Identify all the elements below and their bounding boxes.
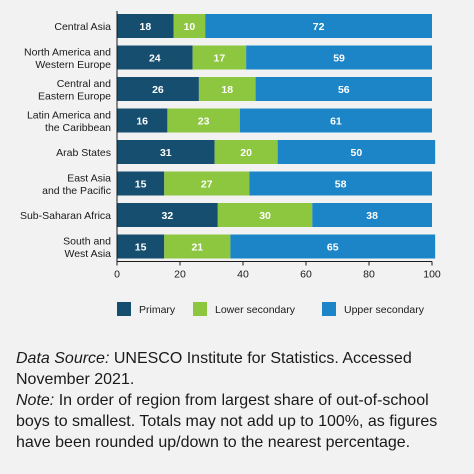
bar-value-label: 17 [214, 53, 226, 65]
bar-segment [214, 140, 278, 164]
bar-value-label: 58 [335, 179, 347, 191]
bar-value-label: 31 [160, 147, 172, 159]
bar-value-label: 72 [313, 21, 325, 33]
x-tick-label: 20 [174, 269, 186, 281]
chart-notes: Data Source: UNESCO Institute for Statis… [16, 348, 466, 453]
bar-segment [117, 108, 168, 133]
bar-segment [164, 234, 231, 259]
bar-segment [205, 14, 432, 38]
bar-value-label: 26 [152, 84, 164, 96]
category-label: Sub-Saharan Africa [20, 210, 111, 222]
bar-value-label: 16 [136, 116, 148, 128]
bar-segment [173, 14, 206, 38]
bar-segment [117, 234, 165, 259]
data-source-label: Data Source: [16, 350, 110, 367]
legend-label: Upper secondary [344, 304, 425, 316]
bar-value-label: 50 [351, 147, 363, 159]
bar-value-label: 24 [149, 53, 161, 65]
bar-segment [117, 140, 215, 164]
bar-segment [117, 77, 199, 101]
bar-segment [277, 140, 436, 164]
bar-value-label: 65 [327, 242, 339, 254]
x-tick-label: 80 [363, 269, 375, 281]
bar-value-label: 15 [135, 242, 147, 254]
category-label: North America and Western Europe [24, 46, 111, 71]
bar-segment [167, 108, 240, 133]
category-label: Latin America and the Caribbean [27, 109, 111, 134]
bar-segment [255, 77, 432, 101]
legend-swatch [117, 302, 131, 316]
legend-swatch [322, 302, 336, 316]
bar-segment [117, 203, 218, 227]
category-label: Arab States [56, 147, 111, 159]
note-label: Note: [16, 392, 55, 409]
bar-segment [239, 108, 432, 133]
data-source: Data Source: UNESCO Institute for Statis… [16, 348, 466, 390]
note: Note: In order of region from largest sh… [16, 390, 466, 453]
x-tick-label: 40 [237, 269, 249, 281]
bar-segment [117, 14, 174, 38]
bar-segment [249, 171, 432, 196]
bar-value-label: 23 [198, 116, 210, 128]
x-tick-label: 0 [114, 269, 120, 281]
category-label: Central Asia [54, 21, 111, 33]
bar-value-label: 18 [221, 84, 233, 96]
bar-value-label: 27 [201, 179, 213, 191]
bar-value-label: 21 [191, 242, 203, 254]
legend-label: Primary [139, 304, 176, 316]
bar-value-label: 38 [366, 210, 378, 222]
note-text: In order of region from largest share of… [16, 392, 438, 451]
bar-segment [117, 171, 165, 196]
bar-value-label: 61 [330, 116, 342, 128]
bar-segment [230, 234, 436, 259]
x-tick-label: 60 [300, 269, 312, 281]
category-label: South and West Asia [63, 235, 111, 260]
bar-segment [192, 45, 247, 70]
bar-segment [312, 203, 432, 227]
bar-value-label: 20 [240, 147, 252, 159]
category-label: Central and Eastern Europe [38, 78, 111, 103]
x-tick-label: 100 [423, 269, 441, 281]
bar-value-label: 56 [338, 84, 350, 96]
legend-label: Lower secondary [215, 304, 296, 316]
bar-segment [198, 77, 256, 101]
bar-value-label: 59 [333, 53, 345, 65]
bar-segment [246, 45, 432, 70]
bar-segment [217, 203, 313, 227]
legend-swatch [193, 302, 207, 316]
stacked-bar-chart: Central Asia 18 10 72 North America and Weste… [20, 11, 441, 316]
bar-value-label: 32 [162, 210, 174, 222]
category-label: East Asia and the Pacific [42, 172, 111, 197]
bar-value-label: 10 [184, 21, 196, 33]
bar-value-label: 30 [259, 210, 271, 222]
bar-value-label: 15 [135, 179, 147, 191]
bar-segment [164, 171, 250, 196]
bar-segment [117, 45, 193, 70]
data-source-text: UNESCO Institute for Statistics. Accesse… [16, 350, 412, 388]
bar-value-label: 18 [140, 21, 152, 33]
